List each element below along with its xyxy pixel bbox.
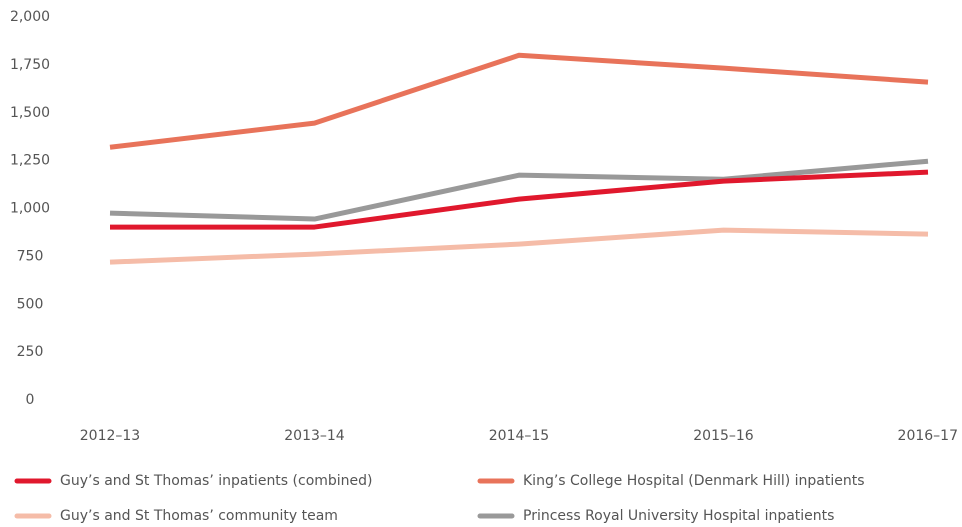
x-tick-label: 2013–14 <box>284 428 345 444</box>
line <box>109 227 929 265</box>
y-tick-label: 750 <box>17 248 44 264</box>
line <box>109 158 929 222</box>
legend-label: Guy’s and St Thomas’ inpatients (combine… <box>60 473 373 489</box>
y-tick-label: 250 <box>17 344 44 360</box>
line <box>109 52 929 150</box>
x-tick-label: 2016–17 <box>898 428 958 444</box>
legend-label: Guy’s and St Thomas’ community team <box>60 508 338 524</box>
legend-label: King’s College Hospital (Denmark Hill) i… <box>523 473 865 489</box>
x-tick-label: 2015–16 <box>693 428 754 444</box>
y-tick-label: 1,000 <box>10 201 50 217</box>
x-tick-label: 2012–13 <box>80 428 140 444</box>
y-tick-label: 1,750 <box>10 57 50 73</box>
y-tick-label: 500 <box>17 296 44 312</box>
y-tick-label: 2,000 <box>10 9 50 25</box>
line <box>110 169 929 230</box>
x-tick-label: 2014–15 <box>489 428 549 444</box>
y-tick-label: 0 <box>26 392 35 408</box>
y-tick-label: 1,500 <box>10 105 50 121</box>
legend-label: Princess Royal University Hospital inpat… <box>523 508 834 524</box>
y-tick-label: 1,250 <box>10 153 50 169</box>
